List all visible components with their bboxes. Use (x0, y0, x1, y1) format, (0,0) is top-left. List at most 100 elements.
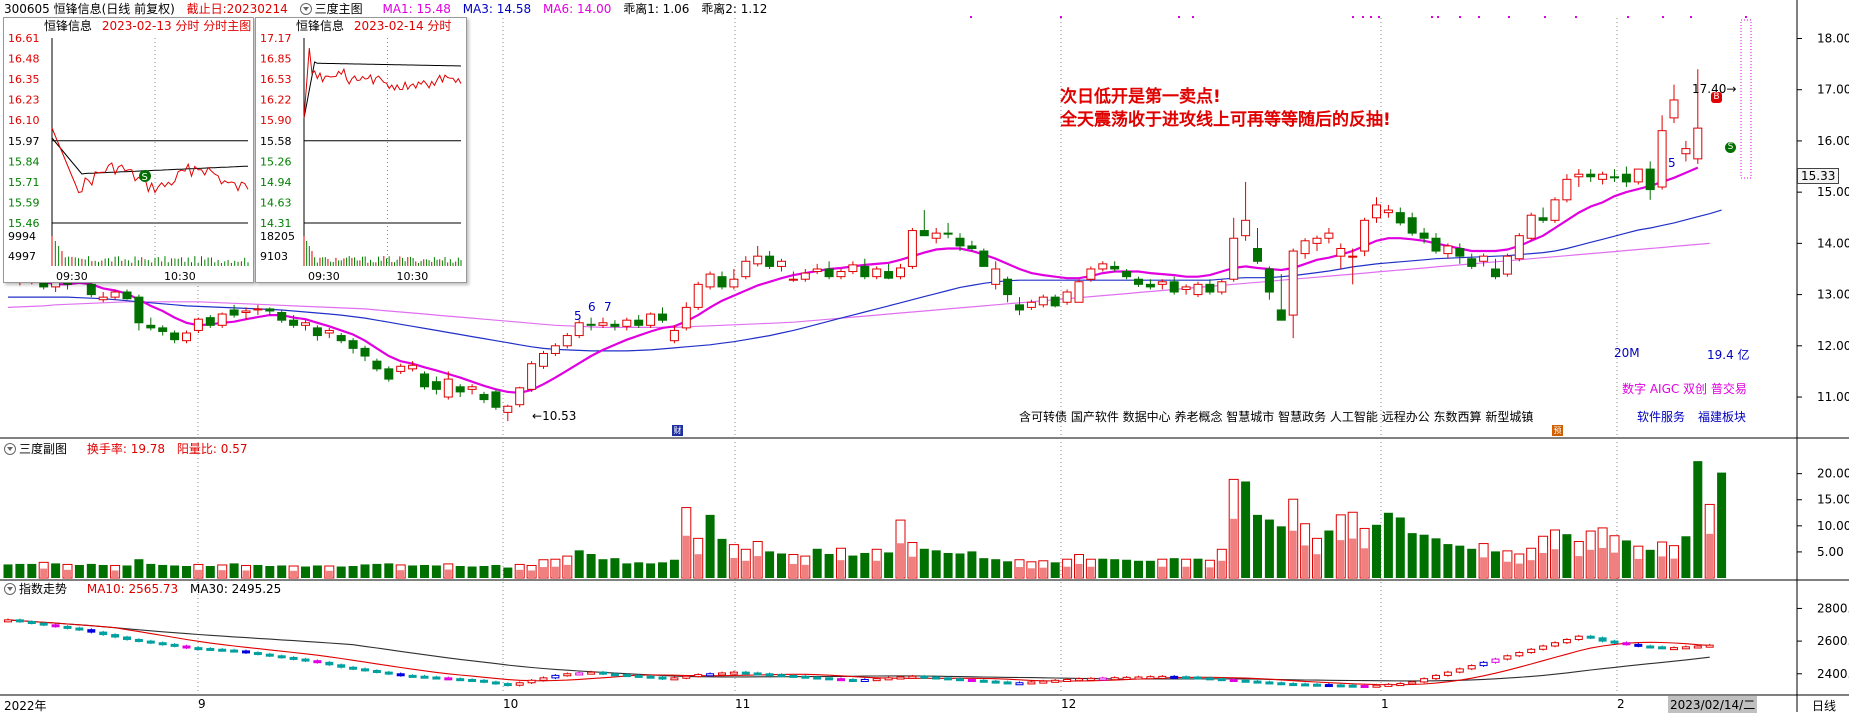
volume-bar-inner (1039, 567, 1047, 577)
volume-bar-down (1395, 517, 1405, 578)
index-candle (1324, 684, 1333, 688)
intraday-price-label: 14.63 (260, 196, 292, 209)
wave-label-7: 7 (604, 300, 612, 314)
idx-tick-label: 2600.00 (1817, 634, 1849, 648)
volume-bar-inner (1587, 549, 1595, 577)
volume-bar-inner (1027, 568, 1035, 577)
candle-body (1003, 278, 1013, 296)
signal-dot (1627, 16, 1629, 18)
volume-bar-down (27, 563, 37, 578)
candle-body (193, 318, 203, 331)
period-label[interactable]: 日线 (1812, 699, 1837, 713)
index-candle (1467, 665, 1476, 670)
volume-bar-inner (1075, 563, 1083, 577)
volume-bar-down (860, 552, 870, 578)
index-candle (1003, 681, 1012, 685)
vol-tick-label: 20.00 (1817, 467, 1849, 481)
intraday-price-label: 16.35 (8, 73, 40, 86)
candle-body (289, 319, 299, 326)
candle-body (777, 260, 786, 267)
volume-bar-down (777, 553, 786, 578)
index-candle (729, 671, 738, 675)
volume-bar-inner (64, 569, 71, 577)
dropdown-icon (299, 3, 312, 15)
finance-event-marker[interactable]: 财 (672, 425, 683, 436)
volume-bar-down (1169, 558, 1179, 578)
index-candle (277, 655, 286, 659)
volume-bar-down (967, 551, 977, 578)
vol-tick-label: 10.00 (1817, 519, 1849, 533)
candle-body (610, 323, 620, 327)
volume-bar-inner (1575, 556, 1583, 577)
volume-bar-inner (1063, 566, 1071, 577)
index-candle (1146, 676, 1155, 680)
sell-marker[interactable]: S (1725, 142, 1736, 153)
volume-bar-down (669, 559, 679, 578)
index-candle (1289, 683, 1298, 687)
x-label-feb: 2 (1617, 697, 1625, 711)
volume-bar-down (622, 563, 632, 578)
sector-software[interactable]: 软件服务 (1637, 410, 1686, 424)
buy-marker[interactable]: B (1711, 92, 1722, 103)
volume-bar-inner (1599, 547, 1607, 577)
candle-body (1372, 204, 1381, 219)
index-candle (956, 678, 964, 682)
ma6-value: MA6: 14.00 (542, 2, 612, 16)
index-candle (1182, 676, 1191, 680)
index-candle (63, 625, 72, 629)
stock-title[interactable]: 300605 恒锋信息(日线 前复权) (4, 2, 175, 16)
index-candle (111, 634, 120, 638)
sector-fujian[interactable]: 福建板块 (1698, 410, 1747, 424)
intraday-price-label: 15.26 (260, 155, 292, 168)
intraday-chart-1[interactable]: 恒锋信息 2023-02-13 分时 分时主图 16.61 16.48 16.35 1… (3, 17, 254, 283)
candle-body (336, 335, 346, 342)
candle-body (431, 381, 441, 390)
index-candle (1075, 678, 1083, 682)
signal-dot (1662, 16, 1664, 18)
index-candle (1693, 645, 1702, 649)
intraday-2-stock: 恒锋信息 (296, 19, 345, 33)
index-candle (1396, 683, 1405, 687)
index-candle (1705, 644, 1714, 648)
intraday-time-label: 09:30 (56, 270, 88, 282)
volume-bar-inner (1480, 557, 1488, 577)
index-candle (230, 649, 239, 653)
wave-label-6: 6 (588, 300, 596, 314)
index-candle (932, 676, 941, 680)
intraday-1-stock: 恒锋信息 (44, 19, 93, 33)
index-candle (123, 636, 131, 640)
intraday-chart-2[interactable]: 恒锋信息 2023-02-14 分时 17.17 16.85 16.53 16.22 1… (255, 17, 467, 283)
volume-bar-inner (1016, 567, 1023, 577)
index-candle (848, 678, 857, 682)
volume-bar-inner (325, 570, 333, 577)
sub-chart-selector[interactable]: 三度副图 (4, 442, 75, 456)
ma1-value: MA1: 15.48 (382, 2, 451, 16)
volume-bar-down (1098, 558, 1108, 578)
volume-bar-down (955, 553, 965, 578)
candle-body (884, 271, 894, 279)
candle-body (896, 267, 905, 278)
candle-body (1288, 250, 1298, 316)
main-tick-label: 12.00 (1817, 339, 1849, 353)
index-candle (1562, 638, 1571, 644)
index-candle (1408, 681, 1417, 685)
candle-body (836, 271, 846, 278)
x-label-current-date[interactable]: 2023/02/14/二 (1668, 696, 1758, 713)
index-candle (1551, 642, 1559, 647)
candle-body (634, 319, 644, 326)
vol-tick-label: 5.00 (1817, 545, 1844, 559)
candle-body (1562, 178, 1572, 201)
candle-body (1134, 278, 1143, 285)
index-chart-selector[interactable]: 指数走势 (4, 582, 75, 596)
candle-body (586, 323, 596, 326)
volume-bar-down (51, 563, 61, 578)
volume-bars (3, 461, 1727, 579)
main-chart-selector[interactable]: 三度主图 (299, 2, 371, 16)
candle-body (800, 272, 810, 280)
index-candle (789, 674, 798, 678)
volume-bar-down (658, 562, 667, 578)
x-label-jan: 1 (1381, 697, 1389, 711)
candle-body (1514, 235, 1524, 260)
candle-body (1681, 148, 1691, 155)
forecast-event-marker[interactable]: 预 (1552, 425, 1563, 436)
